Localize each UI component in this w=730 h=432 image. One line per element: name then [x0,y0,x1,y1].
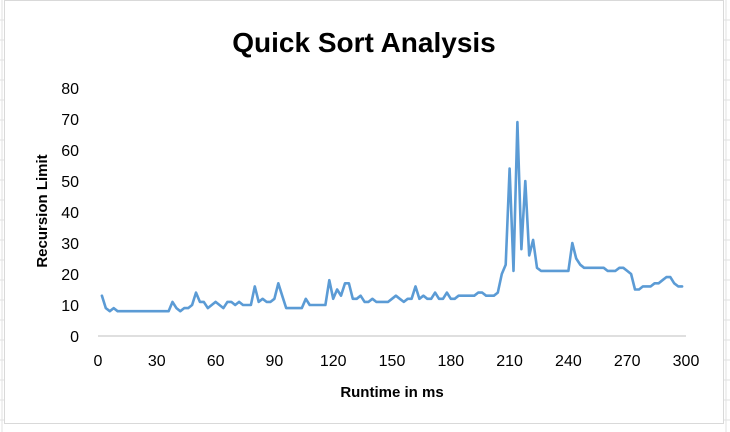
y-tick-label: 80 [61,81,79,98]
x-tick-label: 120 [320,353,347,370]
series-line [100,120,684,313]
x-tick-label: 60 [207,353,225,370]
y-tick-label: 60 [61,143,79,160]
x-axis-title: Runtime in ms [340,384,443,401]
y-tick-label: 0 [70,329,79,346]
x-tick-label: 180 [437,353,464,370]
y-tick-label: 70 [61,112,79,129]
series-layer [100,120,684,313]
chart-title: Quick Sort Analysis [232,27,496,58]
y-tick-label: 40 [61,205,79,222]
y-axis-title: Recursion Limit [34,154,51,267]
y-tick-label: 30 [61,236,79,253]
y-tick-label: 10 [61,298,79,315]
x-axis-ticks: 0 30 60 90 120 150 180 210 240 270 300 [94,353,700,370]
x-tick-label: 90 [266,353,284,370]
x-tick-label: 210 [496,353,523,370]
x-tick-label: 300 [673,353,700,370]
x-tick-label: 30 [148,353,166,370]
y-tick-label: 50 [61,174,79,191]
y-axis-ticks: 0 10 20 30 40 50 60 70 80 [61,81,79,346]
x-tick-label: 150 [379,353,406,370]
y-tick-label: 20 [61,267,79,284]
x-tick-label: 240 [555,353,582,370]
chart-border [4,0,724,424]
x-tick-label: 0 [94,353,103,370]
x-tick-label: 270 [614,353,641,370]
